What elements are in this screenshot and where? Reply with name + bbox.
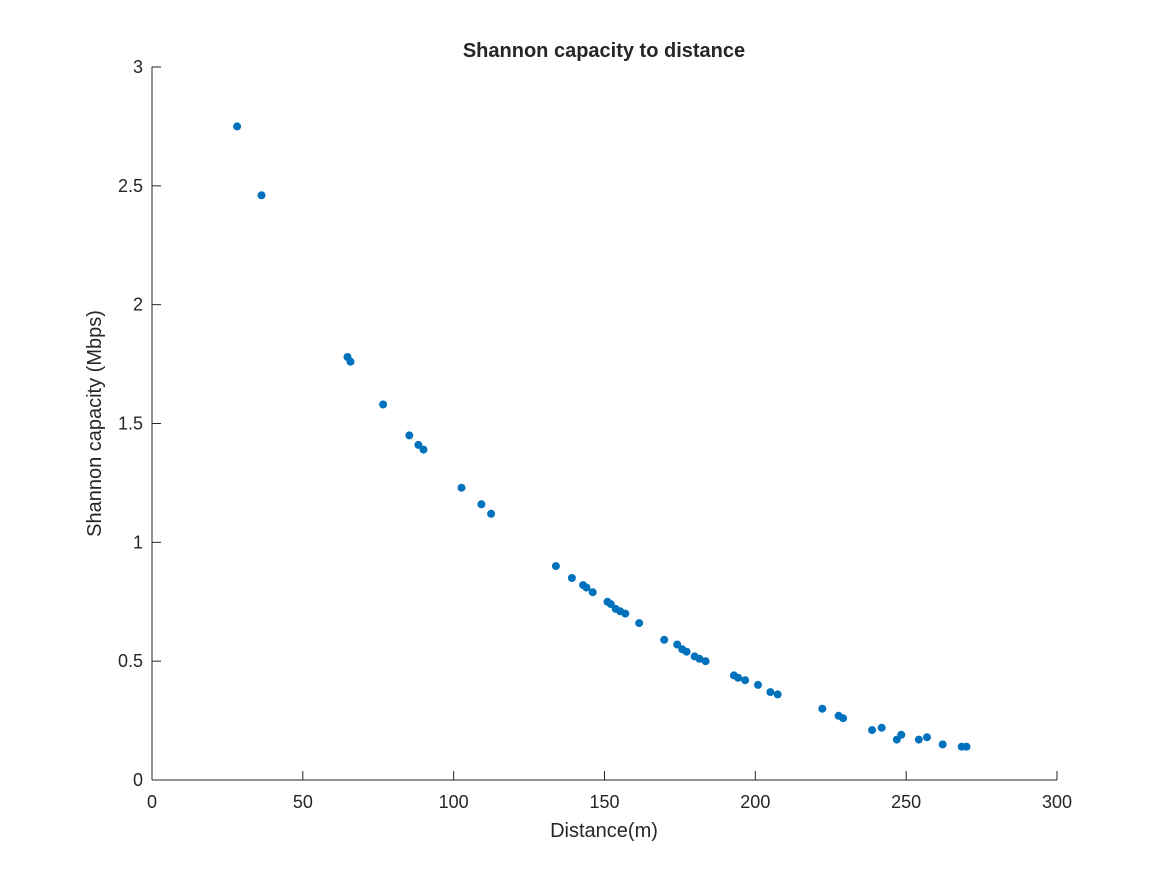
data-point — [701, 657, 710, 666]
data-point — [660, 635, 669, 644]
data-point — [682, 647, 691, 656]
x-tick-label: 150 — [589, 792, 619, 812]
y-ticks: 0 0.5 1 1.5 2 2.5 3 — [118, 57, 161, 790]
data-points — [233, 122, 971, 751]
data-point — [487, 509, 496, 518]
plot-area — [152, 67, 1057, 780]
data-point — [233, 122, 242, 131]
data-point — [635, 619, 644, 628]
data-point — [938, 740, 947, 749]
data-point — [621, 609, 630, 618]
data-point — [766, 688, 775, 697]
data-point — [588, 588, 597, 597]
data-point — [754, 680, 762, 689]
y-tick-label: 1 — [133, 532, 143, 552]
data-point — [419, 445, 428, 454]
data-point — [868, 726, 877, 735]
data-point — [962, 742, 971, 751]
x-ticks: 0 50 100 150 200 250 300 — [147, 771, 1072, 812]
x-tick-label: 250 — [891, 792, 921, 812]
data-point — [457, 483, 466, 492]
data-point — [414, 440, 423, 449]
data-point — [695, 654, 704, 663]
data-point — [923, 733, 931, 742]
chart-title: Shannon capacity to distance — [463, 40, 745, 62]
data-point — [405, 431, 414, 440]
x-tick-label: 50 — [293, 792, 313, 812]
y-tick-label: 3 — [133, 57, 143, 77]
y-tick-label: 2 — [133, 295, 143, 315]
data-point — [567, 574, 576, 582]
data-point — [839, 714, 848, 723]
data-point — [606, 600, 615, 609]
y-tick-label: 2.5 — [118, 176, 143, 196]
data-point — [582, 583, 591, 592]
data-point — [257, 191, 266, 200]
data-point — [346, 357, 355, 366]
data-point — [477, 500, 486, 509]
x-tick-label: 0 — [147, 792, 157, 812]
y-tick-label: 0 — [133, 770, 143, 790]
y-tick-label: 0.5 — [118, 651, 143, 671]
data-point — [379, 400, 388, 409]
x-axis-label: Distance(m) — [550, 820, 658, 842]
x-tick-label: 100 — [439, 792, 469, 812]
data-point — [551, 562, 560, 571]
x-tick-label: 200 — [740, 792, 770, 812]
data-point — [741, 676, 750, 685]
data-point — [773, 690, 782, 699]
x-tick-label: 300 — [1042, 792, 1072, 812]
data-point — [818, 704, 827, 713]
data-point — [897, 730, 906, 739]
data-point — [673, 640, 682, 649]
y-axis-label: Shannon capacity (Mbps) — [84, 310, 106, 537]
data-point — [877, 723, 886, 732]
data-point — [734, 673, 743, 682]
y-tick-label: 1.5 — [118, 414, 143, 434]
data-point — [914, 735, 923, 744]
